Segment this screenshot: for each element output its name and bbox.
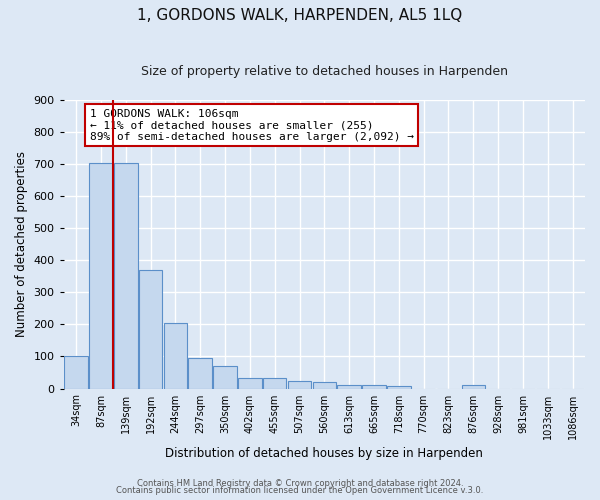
Text: 1, GORDONS WALK, HARPENDEN, AL5 1LQ: 1, GORDONS WALK, HARPENDEN, AL5 1LQ — [137, 8, 463, 22]
X-axis label: Distribution of detached houses by size in Harpenden: Distribution of detached houses by size … — [166, 447, 483, 460]
Bar — [89, 162, 113, 388]
Text: 1 GORDONS WALK: 106sqm
← 11% of detached houses are smaller (255)
89% of semi-de: 1 GORDONS WALK: 106sqm ← 11% of detached… — [90, 108, 414, 142]
Bar — [64, 356, 88, 388]
Bar — [164, 323, 187, 388]
Text: Contains public sector information licensed under the Open Government Licence v.: Contains public sector information licen… — [116, 486, 484, 495]
Bar — [387, 386, 410, 388]
Bar — [139, 270, 163, 388]
Bar — [362, 386, 386, 388]
Bar — [461, 386, 485, 388]
Bar — [213, 366, 237, 388]
Y-axis label: Number of detached properties: Number of detached properties — [15, 152, 28, 338]
Bar — [114, 162, 137, 388]
Title: Size of property relative to detached houses in Harpenden: Size of property relative to detached ho… — [141, 65, 508, 78]
Bar — [288, 380, 311, 388]
Bar — [188, 358, 212, 388]
Bar — [337, 386, 361, 388]
Bar — [238, 378, 262, 388]
Bar — [263, 378, 286, 388]
Text: Contains HM Land Registry data © Crown copyright and database right 2024.: Contains HM Land Registry data © Crown c… — [137, 478, 463, 488]
Bar — [313, 382, 336, 388]
